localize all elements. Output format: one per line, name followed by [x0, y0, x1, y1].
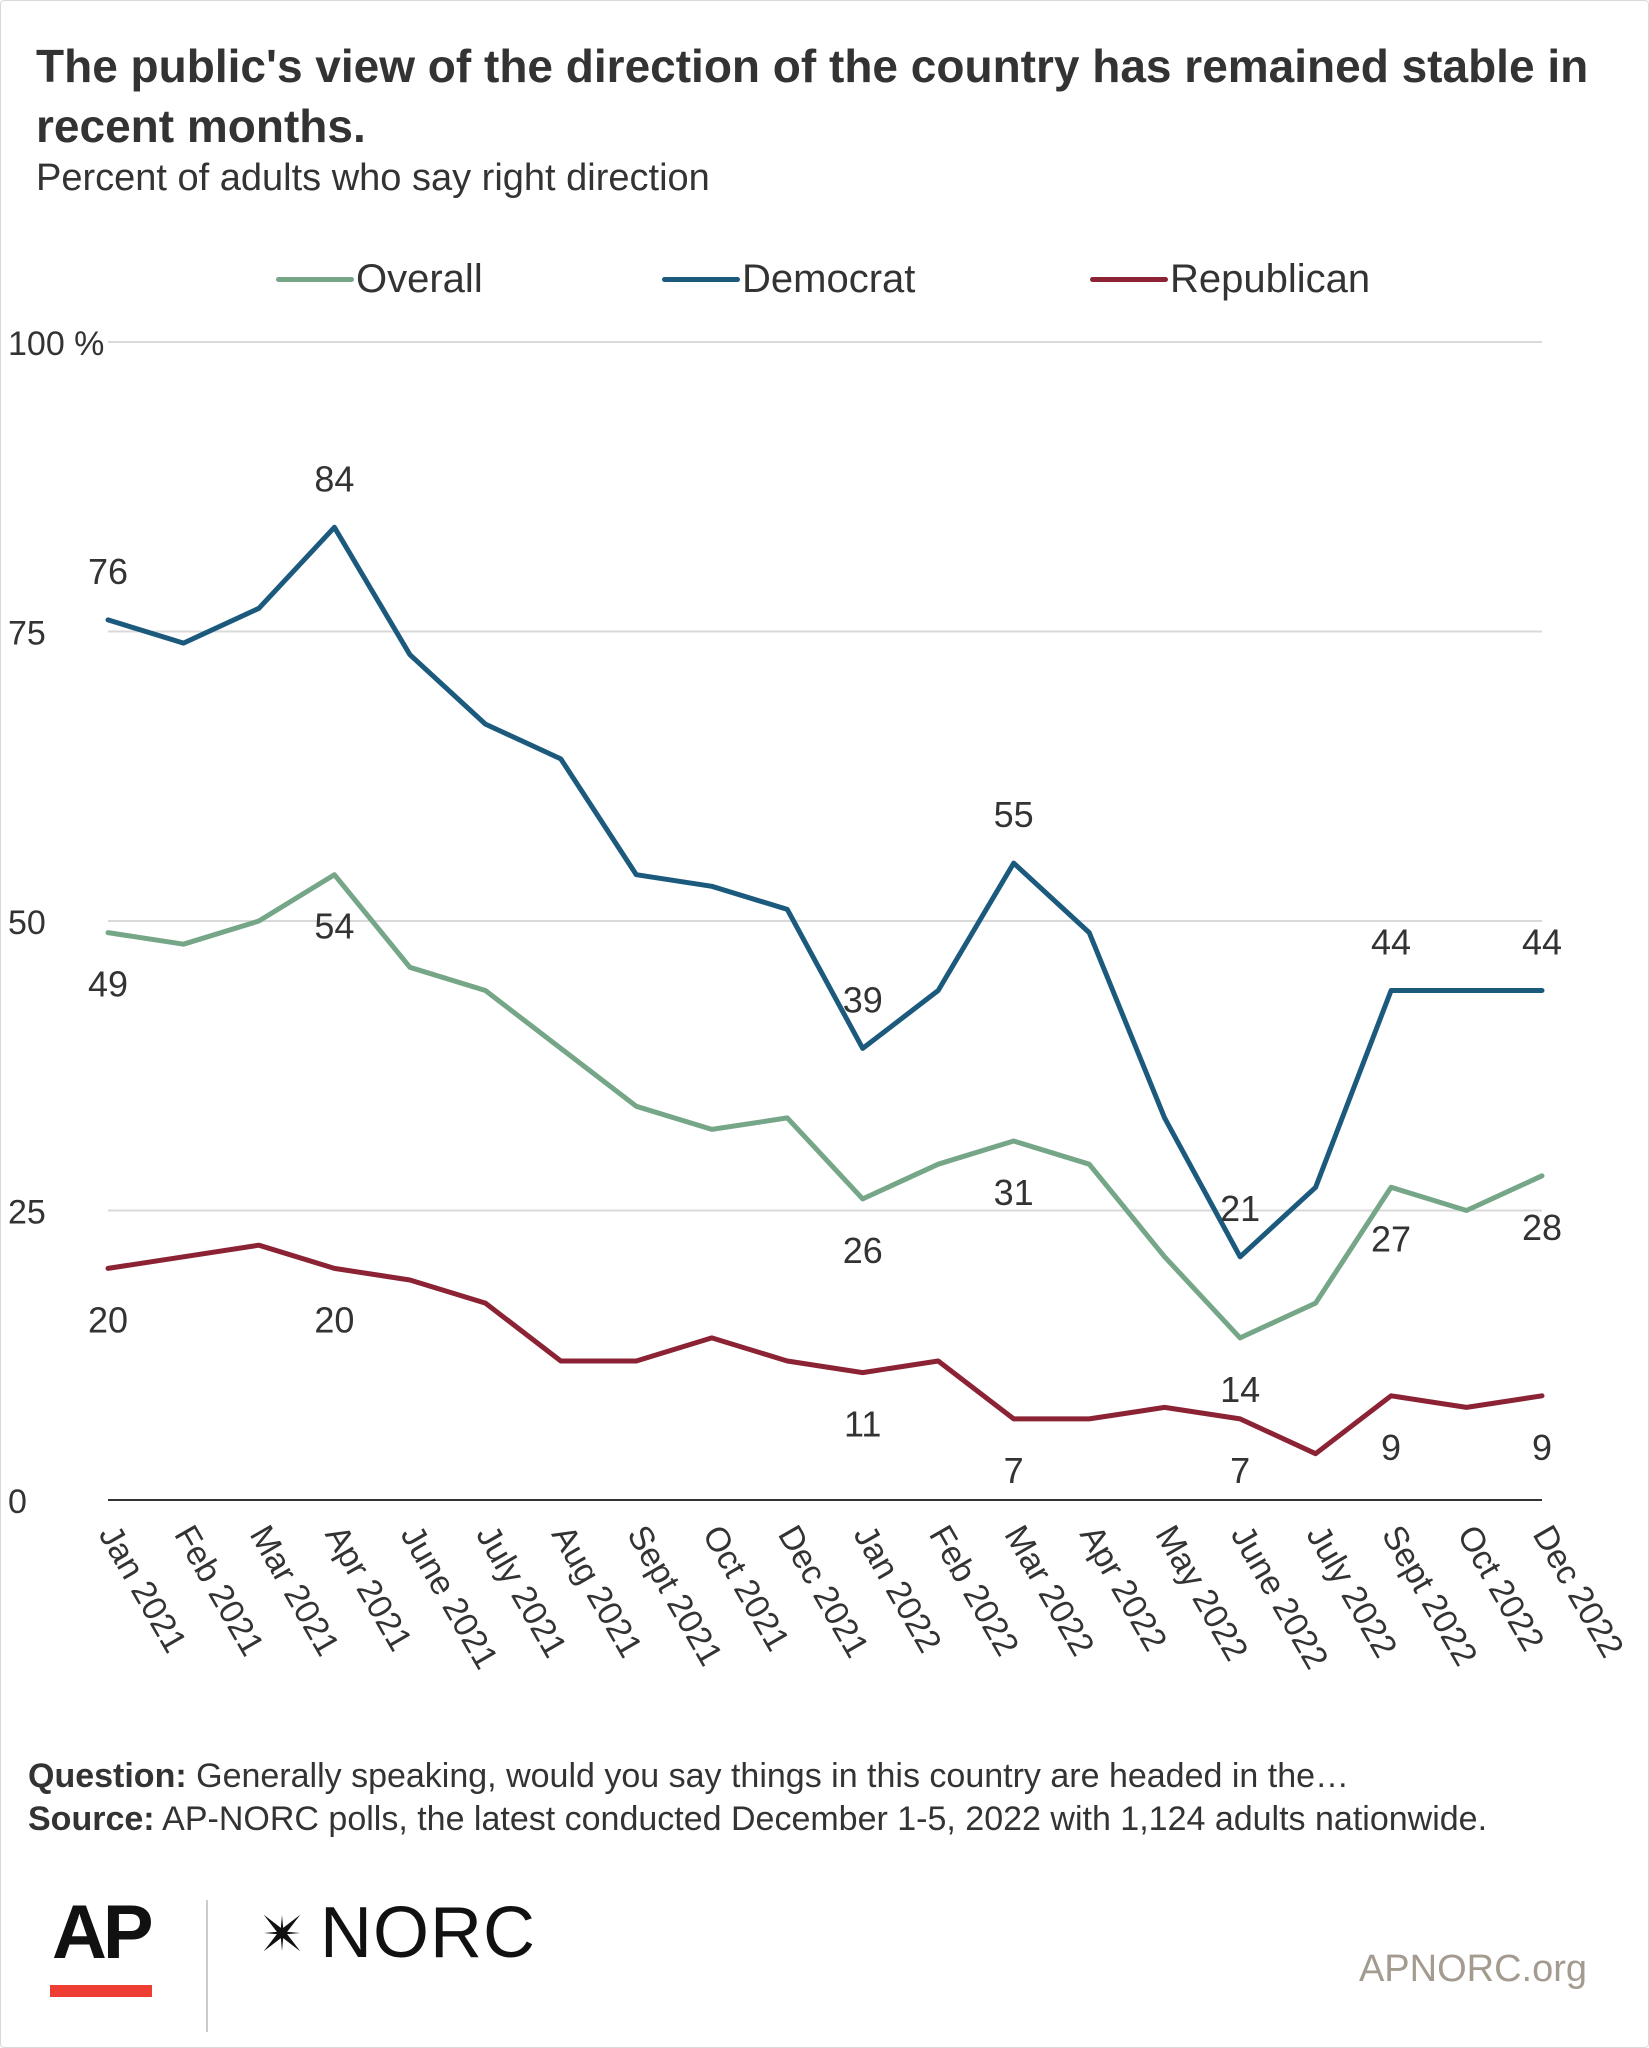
series-line-overall	[105, 872, 1545, 1341]
question-text: Generally speaking, would you say things…	[196, 1757, 1350, 1795]
data-label-overall: 27	[1371, 1218, 1411, 1259]
chart-notes: Question: Generally speaking, would you …	[28, 1755, 1628, 1841]
norc-logo: NORC	[250, 1893, 536, 1973]
y-tick-label-50: 50	[8, 904, 46, 942]
data-label-republican: 11	[844, 1404, 881, 1445]
legend-swatch-democrat	[662, 276, 740, 282]
question-label: Question:	[28, 1757, 187, 1795]
y-tick-label-100: 100 %	[8, 325, 104, 363]
data-label-republican: 7	[1230, 1450, 1250, 1491]
y-tick-label-25: 25	[8, 1194, 46, 1232]
legend-label-overall: Overall	[356, 256, 483, 301]
chart-subtitle: Percent of adults who say right directio…	[36, 157, 710, 199]
legend-item-overall: Overall	[276, 252, 483, 306]
legend-label-democrat: Democrat	[742, 256, 916, 301]
legend: Overall Democrat Republican	[0, 252, 1649, 306]
data-label-overall: 49	[88, 964, 128, 1005]
series-lines	[105, 524, 1545, 1457]
data-label-democrat: 55	[994, 794, 1034, 835]
gridlines	[108, 341, 1542, 1501]
data-label-overall: 54	[314, 906, 354, 947]
data-label-overall: 26	[843, 1230, 883, 1271]
ap-logo: AP	[52, 1890, 154, 1975]
data-label-democrat: 39	[843, 979, 883, 1020]
legend-swatch-republican	[1090, 276, 1168, 282]
legend-label-republican: Republican	[1170, 256, 1371, 301]
site-url: APNORC.org	[1358, 1948, 1587, 1990]
data-label-overall: 31	[994, 1172, 1034, 1213]
question-note: Question: Generally speaking, would you …	[28, 1755, 1628, 1798]
data-label-republican: 9	[1381, 1427, 1401, 1468]
data-label-republican: 9	[1532, 1427, 1552, 1468]
norc-star-icon	[263, 1914, 301, 1952]
series-line-democrat	[105, 524, 1545, 1260]
data-label-democrat: 21	[1220, 1188, 1260, 1229]
y-axis-tick-labels: 0 25 50 75 100 %	[8, 325, 104, 1521]
data-label-republican: 7	[1004, 1450, 1024, 1491]
source-note: Source: AP-NORC polls, the latest conduc…	[28, 1798, 1628, 1841]
source-text: AP-NORC polls, the latest conducted Dece…	[162, 1800, 1488, 1838]
series-line-republican	[105, 1242, 1545, 1457]
data-label-republican: 20	[88, 1299, 128, 1340]
data-label-overall: 14	[1220, 1369, 1260, 1410]
data-label-democrat: 76	[88, 551, 128, 592]
data-label-democrat: 44	[1522, 921, 1562, 962]
legend-swatch-overall	[276, 276, 354, 282]
source-label: Source:	[28, 1800, 155, 1838]
legend-item-republican: Republican	[1090, 252, 1370, 306]
ap-logo-accent-bar	[50, 1985, 152, 1997]
norc-logo-text: NORC	[320, 1893, 536, 1973]
data-label-democrat: 84	[314, 458, 354, 499]
chart-title: The public's view of the direction of th…	[36, 40, 1589, 152]
y-tick-label-75: 75	[8, 615, 46, 653]
data-label-republican: 20	[314, 1299, 354, 1340]
data-label-overall: 28	[1522, 1207, 1562, 1248]
data-label-democrat: 44	[1371, 921, 1411, 962]
legend-item-democrat: Democrat	[662, 252, 915, 306]
data-labels: 49 54 26 31 14 27 28 76 84 39 55 21 44 44 20 20 11 7 7 9 9	[88, 458, 1562, 1491]
y-tick-label-0: 0	[8, 1483, 27, 1521]
logo-divider	[206, 1900, 208, 2032]
